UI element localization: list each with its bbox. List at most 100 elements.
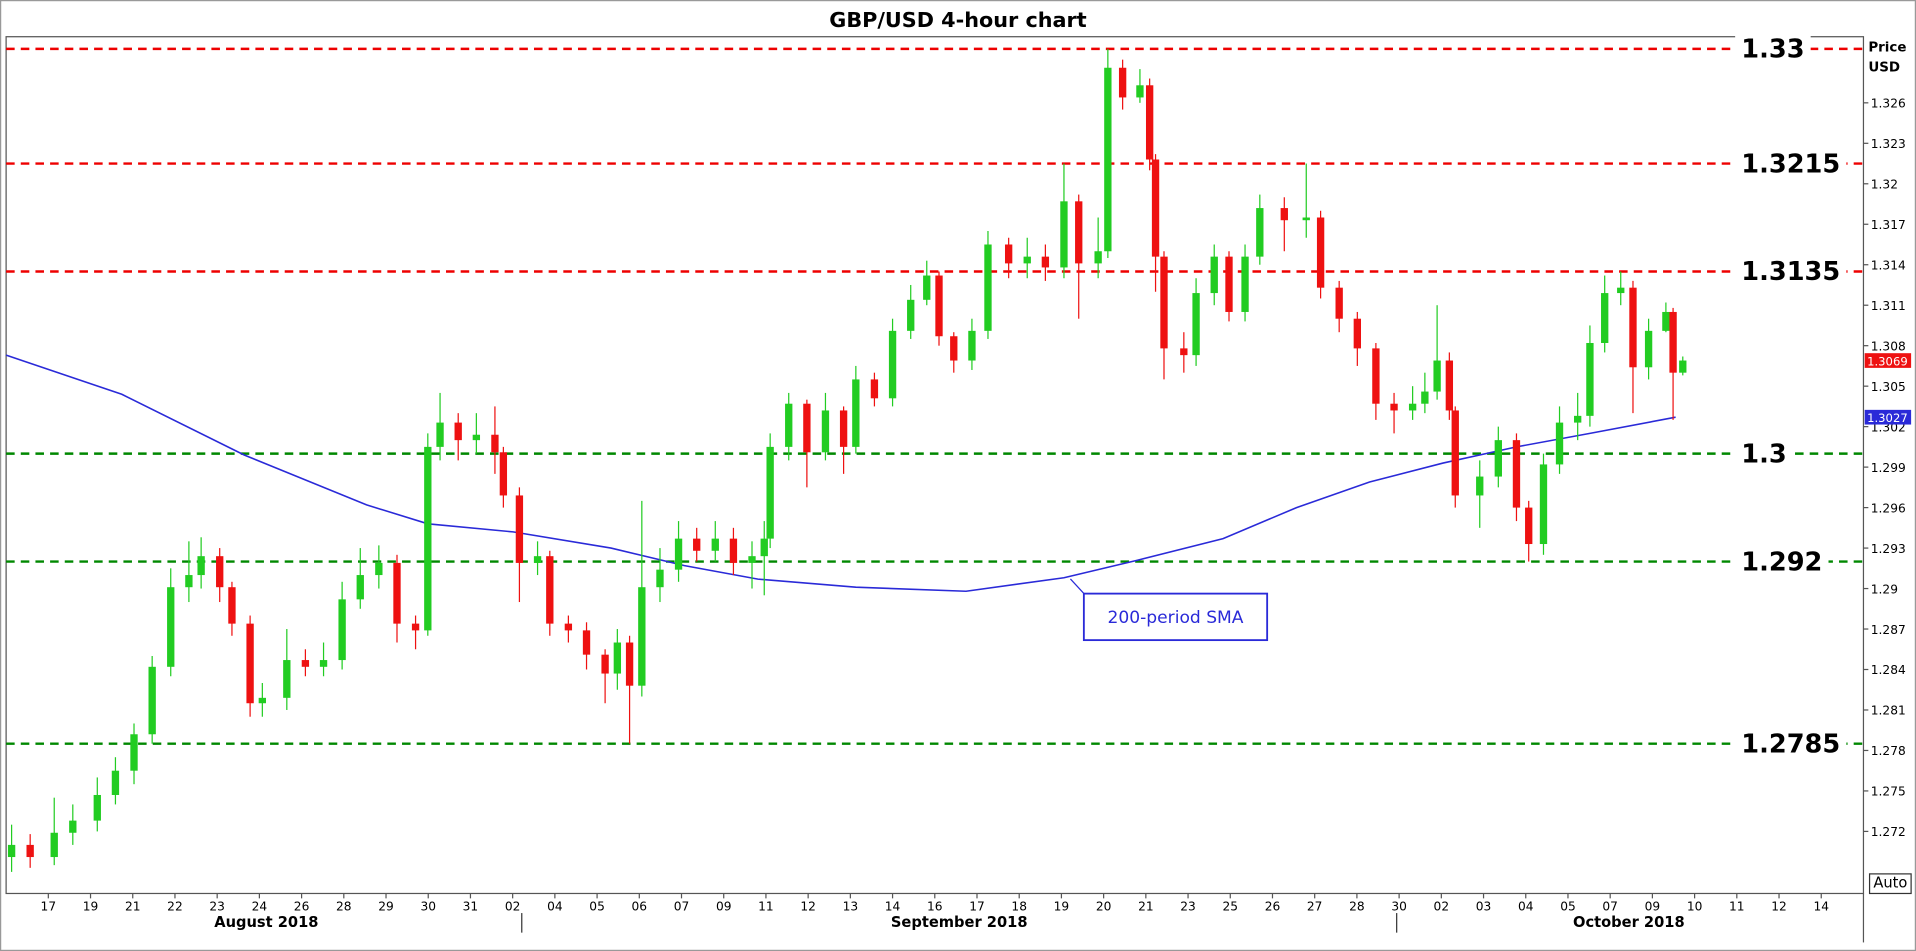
candle-body	[1256, 208, 1264, 257]
candle-body	[923, 275, 931, 300]
x-tick-label: 09	[716, 899, 732, 913]
x-tick-label: 04	[547, 899, 563, 913]
x-tick-label: 05	[1560, 899, 1576, 913]
x-tick-label: 30	[420, 899, 436, 913]
x-tick-label: 25	[1222, 899, 1238, 913]
candle-body	[533, 556, 542, 563]
level-label: 1.292	[1741, 547, 1822, 577]
candle-body	[393, 562, 401, 624]
candle-body	[167, 587, 175, 667]
annotation-text: 200-period SMA	[1108, 608, 1244, 628]
candle-body	[1353, 318, 1361, 349]
y-tick-label: 1.32	[1871, 178, 1898, 192]
x-tick-label: 20	[1096, 899, 1112, 913]
y-tick-label: 1.314	[1871, 258, 1906, 272]
level-label-bg	[1735, 545, 1829, 578]
x-tick-label: 23	[209, 899, 225, 913]
level-label: 1.33	[1741, 35, 1804, 65]
candle-body	[454, 422, 462, 441]
candle-body	[693, 538, 701, 551]
candle-body	[411, 623, 420, 631]
annotation-leader	[1069, 578, 1086, 596]
candle-body	[1004, 244, 1013, 264]
candle-body	[711, 538, 719, 551]
candle-body	[656, 569, 664, 588]
x-tick-label: 03	[1476, 899, 1492, 913]
candle-body	[1302, 217, 1310, 221]
candle-body	[1094, 251, 1102, 264]
y-tick-label: 1.284	[1871, 663, 1906, 677]
candle-body	[1060, 201, 1068, 268]
x-tick-label: 04	[1518, 899, 1534, 913]
auto-button-label[interactable]: Auto	[1873, 875, 1907, 892]
x-tick-label: 27	[1307, 899, 1323, 913]
candle-body	[197, 556, 205, 576]
x-tick-label: 07	[674, 899, 690, 913]
x-tick-label: 06	[632, 899, 648, 913]
candle-body	[546, 556, 554, 624]
level-label: 1.2785	[1741, 729, 1840, 759]
candle-body	[1669, 311, 1677, 373]
plot-layer: 1.33 1.3215 1.3135 1.3 1.292 1.2785	[5, 32, 1864, 872]
level-label-bg	[1735, 147, 1847, 180]
chart-title: GBP/USD 4-hour chart	[829, 8, 1086, 32]
candle-body	[1023, 256, 1031, 264]
candle-body	[1372, 348, 1380, 404]
candle-body	[1075, 201, 1083, 264]
y-tick-label: 1.308	[1871, 339, 1906, 353]
x-tick-label: 02	[1434, 899, 1450, 913]
x-tick-label: 23	[1180, 899, 1196, 913]
x-tick-label: 26	[1265, 899, 1281, 913]
candle-body	[1476, 476, 1484, 496]
level-label: 1.3135	[1741, 257, 1840, 287]
candle-body	[1136, 85, 1144, 98]
candle-body	[1617, 287, 1625, 294]
candle-body	[50, 832, 58, 858]
candle-body	[950, 336, 958, 361]
candle-body	[582, 630, 591, 655]
y-tick-label: 1.317	[1871, 218, 1906, 232]
candle-body	[1539, 464, 1548, 545]
candle-body	[1525, 507, 1533, 545]
candle-body	[246, 623, 254, 704]
candle-body	[748, 556, 756, 563]
x-tick-label: 10	[1687, 899, 1703, 913]
candle-body	[1494, 440, 1502, 477]
x-tick-label: 26	[294, 899, 310, 913]
candle-body	[283, 660, 291, 698]
candle-body	[785, 403, 793, 447]
candle-body	[1180, 348, 1188, 356]
month-label: September 2018	[891, 914, 1028, 931]
candle-body	[499, 452, 508, 496]
candle-body	[130, 734, 138, 771]
x-tick-label: 07	[1602, 899, 1618, 913]
candle-body	[216, 556, 224, 588]
candle-body	[1586, 342, 1594, 416]
x-tick-label: 28	[336, 899, 352, 913]
candle-body	[821, 410, 830, 453]
candle-body	[564, 623, 573, 631]
candle-body	[424, 446, 432, 631]
candle-body	[1118, 67, 1127, 98]
candle-body	[888, 330, 897, 399]
level-label-bg	[1735, 32, 1811, 65]
x-tick-label: 11	[1729, 899, 1745, 913]
x-tick-label: 30	[1391, 899, 1407, 913]
candle-body	[491, 434, 499, 453]
candle-body	[7, 844, 16, 858]
candle-body	[1421, 391, 1429, 404]
candle-body	[1601, 293, 1609, 343]
candle-body	[935, 275, 943, 337]
candle-body	[1679, 360, 1687, 373]
candle-body	[1555, 422, 1564, 465]
auto-button[interactable]	[1868, 873, 1912, 895]
annotation-box	[1082, 592, 1269, 642]
candle-body	[436, 422, 444, 447]
candle-body	[1151, 159, 1160, 257]
x-tick-label: 14	[1813, 899, 1829, 913]
level-label: 1.3	[1741, 439, 1786, 469]
x-tick-label: 17	[41, 899, 57, 913]
y-tick-label: 1.296	[1871, 501, 1906, 515]
candle-body	[1225, 256, 1233, 312]
candle-body	[1316, 217, 1325, 288]
